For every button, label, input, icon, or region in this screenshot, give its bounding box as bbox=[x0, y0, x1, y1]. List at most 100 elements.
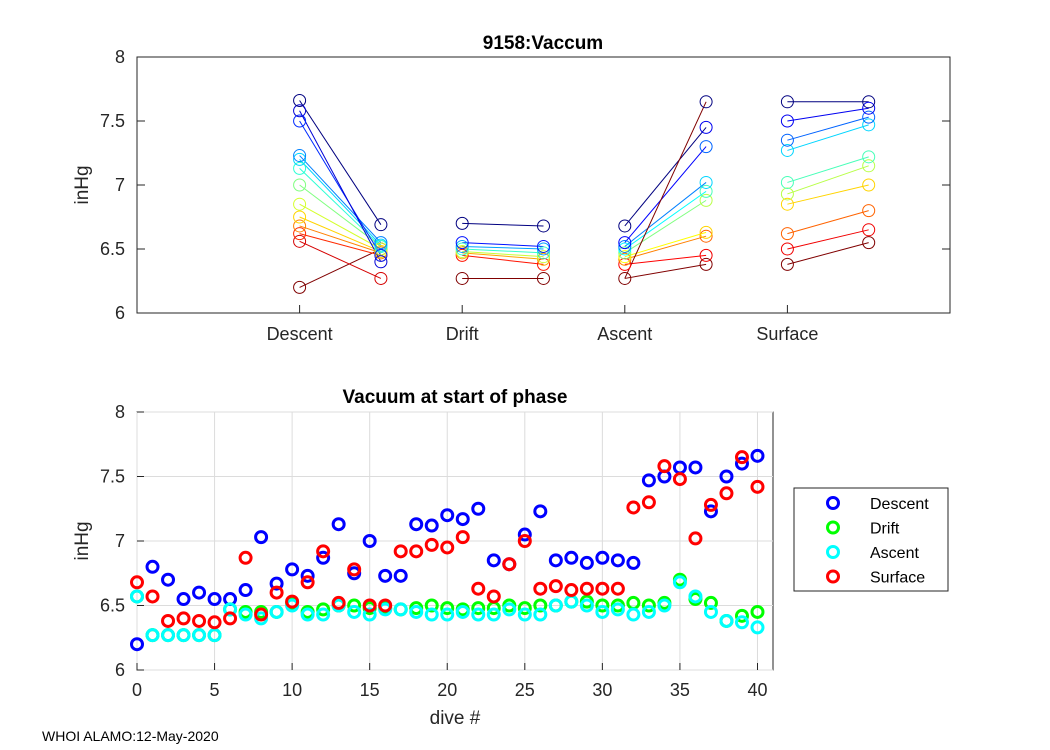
point-ascent bbox=[161, 628, 176, 643]
top-segment-line bbox=[787, 229, 869, 250]
top-end-marker bbox=[374, 271, 388, 285]
top-segment-line bbox=[299, 159, 382, 246]
top-start-marker bbox=[293, 227, 307, 241]
point-surface bbox=[207, 615, 222, 630]
point-ascent bbox=[672, 575, 687, 590]
bottom-chart-title: Vacuum at start of phase bbox=[343, 387, 568, 408]
point-drift bbox=[424, 598, 439, 613]
top-end-marker bbox=[862, 178, 876, 192]
point-ascent bbox=[502, 602, 517, 617]
point-descent bbox=[703, 504, 718, 519]
point-ascent bbox=[734, 615, 749, 630]
point-descent bbox=[688, 460, 703, 475]
point-descent bbox=[424, 518, 439, 533]
top-segment-line bbox=[624, 231, 707, 258]
top-x-tick-label: Ascent bbox=[597, 324, 652, 344]
bottom-y-tick-label: 7.5 bbox=[100, 467, 125, 487]
point-drift bbox=[750, 604, 765, 619]
point-descent bbox=[517, 527, 532, 542]
top-end-marker bbox=[862, 204, 876, 218]
top-segment-line bbox=[299, 120, 382, 256]
top-end-marker bbox=[537, 252, 550, 266]
top-segment-line bbox=[624, 199, 707, 254]
bottom-y-tick-label: 6.5 bbox=[100, 596, 125, 616]
top-end-marker bbox=[862, 236, 876, 250]
top-start-marker bbox=[293, 197, 307, 211]
bottom-points bbox=[130, 448, 765, 652]
top-x-axis: Descent Drift Ascent Surface bbox=[267, 305, 818, 344]
point-descent bbox=[316, 550, 331, 565]
top-end-marker bbox=[699, 175, 713, 189]
point-descent bbox=[610, 553, 625, 568]
top-start-marker bbox=[618, 236, 632, 250]
top-end-marker bbox=[374, 218, 388, 232]
top-segment-line bbox=[299, 100, 382, 225]
point-surface bbox=[362, 598, 377, 613]
top-y-tick-label: 7.5 bbox=[100, 111, 125, 131]
point-ascent bbox=[688, 589, 703, 604]
top-start-marker bbox=[618, 246, 632, 260]
top-segment-line bbox=[624, 235, 707, 260]
bottom-y-axis: 6 6.5 7 7.5 8 bbox=[100, 402, 144, 680]
point-drift bbox=[517, 601, 532, 616]
top-end-marker bbox=[699, 184, 713, 198]
legend-marker-ascent bbox=[826, 545, 840, 559]
top-segment-line bbox=[624, 146, 707, 243]
point-drift bbox=[440, 601, 455, 616]
bottom-x-tick-label: 10 bbox=[282, 680, 302, 700]
point-descent bbox=[161, 572, 176, 587]
top-start-marker bbox=[618, 252, 632, 266]
legend-marker-drift bbox=[826, 520, 840, 535]
point-descent bbox=[486, 553, 501, 568]
top-start-marker bbox=[293, 104, 307, 118]
point-descent bbox=[176, 592, 191, 607]
point-descent bbox=[595, 550, 610, 565]
point-surface bbox=[409, 544, 424, 559]
top-start-marker bbox=[618, 219, 632, 233]
point-descent bbox=[471, 501, 486, 516]
top-segment-line bbox=[787, 210, 869, 235]
top-end-marker bbox=[862, 95, 876, 109]
legend-marker-surface bbox=[826, 569, 840, 584]
top-end-marker bbox=[374, 245, 388, 259]
top-chart: 6 6.5 7 7.5 8 Descent Drift Ascent Surface 9158… bbox=[72, 33, 951, 344]
point-descent bbox=[626, 555, 641, 570]
point-ascent bbox=[595, 604, 610, 619]
top-segment-line bbox=[462, 242, 544, 247]
point-surface bbox=[610, 581, 625, 596]
top-start-marker bbox=[780, 95, 794, 109]
bottom-chart: 6 6.5 7 7.5 8 0 5 10 15 20 25 30 35 40 Vacuum at sta… bbox=[72, 387, 774, 729]
point-surface bbox=[486, 589, 501, 604]
point-descent bbox=[238, 583, 253, 598]
top-segment-line bbox=[299, 203, 382, 250]
point-surface bbox=[688, 531, 703, 546]
point-surface bbox=[176, 611, 191, 626]
point-ascent bbox=[579, 598, 594, 613]
point-drift bbox=[703, 595, 718, 610]
top-segment-line bbox=[462, 254, 544, 265]
point-ascent bbox=[517, 607, 532, 622]
point-surface bbox=[548, 579, 563, 594]
top-start-marker bbox=[780, 175, 794, 189]
point-ascent bbox=[393, 602, 408, 617]
top-end-marker bbox=[699, 95, 713, 109]
point-ascent bbox=[145, 628, 160, 643]
top-start-marker bbox=[780, 227, 794, 241]
top-segment-line bbox=[462, 248, 544, 254]
point-surface bbox=[502, 557, 517, 572]
point-descent bbox=[285, 562, 300, 577]
point-descent bbox=[130, 637, 144, 652]
legend-label-drift: Drift bbox=[870, 521, 900, 538]
top-y-tick-label: 6.5 bbox=[100, 239, 125, 259]
top-start-marker bbox=[293, 149, 307, 163]
point-descent bbox=[641, 473, 656, 488]
point-surface bbox=[331, 595, 346, 610]
bottom-x-axis-label: dive # bbox=[430, 708, 481, 729]
point-drift bbox=[641, 598, 656, 613]
bottom-x-tick-label: 15 bbox=[360, 680, 380, 700]
top-end-marker bbox=[374, 248, 388, 262]
point-drift bbox=[347, 598, 362, 613]
point-surface bbox=[424, 537, 439, 552]
point-surface bbox=[579, 581, 594, 596]
top-start-marker bbox=[455, 216, 469, 230]
